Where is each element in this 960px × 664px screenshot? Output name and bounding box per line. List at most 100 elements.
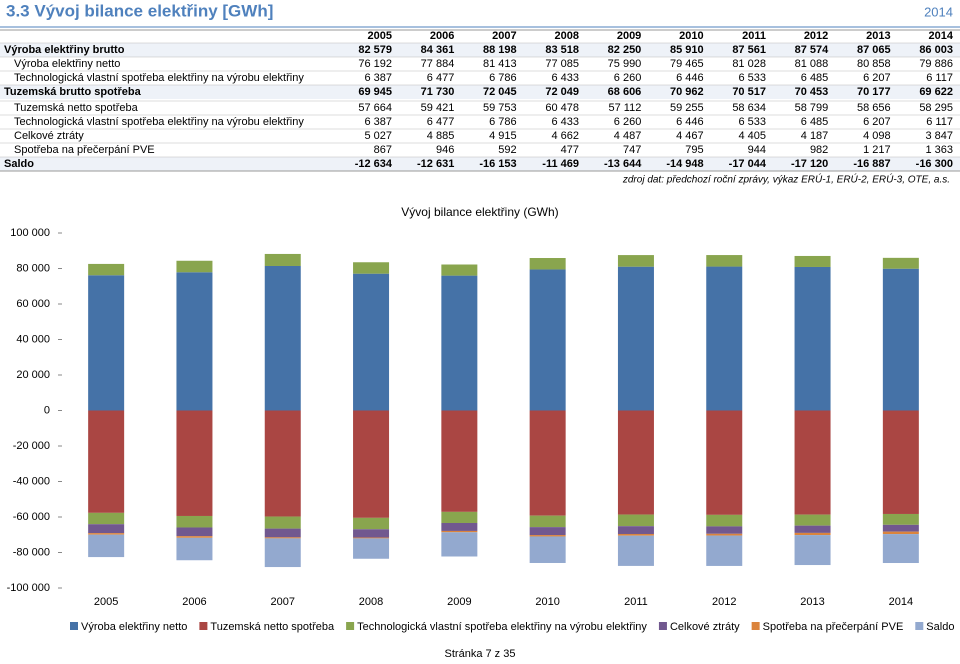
bar-segment bbox=[353, 537, 390, 539]
bar-segment bbox=[882, 531, 919, 535]
table-header-cell: 2006 bbox=[430, 30, 454, 42]
table-cell: 80 858 bbox=[857, 58, 891, 70]
bar-segment bbox=[882, 257, 919, 269]
y-tick-label: -100 000 bbox=[7, 582, 50, 594]
table-cell: 79 465 bbox=[670, 58, 704, 70]
bar-segment bbox=[529, 536, 566, 563]
table-cell: 5 027 bbox=[364, 130, 392, 142]
row-label: Technologická vlastní spotřeba elektřiny… bbox=[14, 72, 304, 84]
table-cell: 747 bbox=[623, 144, 641, 156]
bar-segment bbox=[706, 533, 743, 536]
table-cell: 6 433 bbox=[551, 116, 579, 128]
legend-label: Spotřeba na přečerpání PVE bbox=[763, 621, 904, 633]
x-tick-label: 2009 bbox=[447, 596, 471, 608]
bar-segment bbox=[264, 253, 301, 266]
bar-segment bbox=[617, 533, 654, 536]
legend-swatch bbox=[915, 622, 924, 630]
table-cell: 6 477 bbox=[427, 116, 455, 128]
bar-segment bbox=[617, 266, 654, 411]
table-cell: 6 446 bbox=[676, 116, 704, 128]
table-header-cell: 2014 bbox=[928, 30, 953, 42]
table-header-cell: 2008 bbox=[555, 30, 579, 42]
table-cell: 6 117 bbox=[926, 116, 953, 128]
bar-segment bbox=[529, 258, 566, 270]
table-cell: -17 044 bbox=[729, 158, 767, 170]
bar-segment bbox=[353, 410, 390, 518]
table-cell: 70 517 bbox=[732, 86, 766, 98]
legend-label: Celkové ztráty bbox=[670, 621, 740, 633]
table-cell: 57 112 bbox=[608, 102, 641, 114]
x-tick-label: 2010 bbox=[535, 596, 559, 608]
bar-segment bbox=[353, 262, 390, 274]
x-tick-label: 2011 bbox=[624, 596, 648, 608]
legend-swatch bbox=[751, 622, 760, 630]
section-year: 2014 bbox=[924, 4, 953, 19]
row-label: Tuzemská brutto spotřeba bbox=[4, 86, 142, 98]
table-cell: 77 085 bbox=[545, 58, 579, 70]
table-cell: 72 049 bbox=[545, 86, 579, 98]
bar-segment bbox=[706, 535, 743, 566]
bar-segment bbox=[794, 535, 831, 566]
bar-segment bbox=[176, 410, 213, 516]
table-cell: 4 915 bbox=[489, 130, 517, 142]
bar-segment bbox=[176, 515, 213, 528]
bar-segment bbox=[176, 536, 213, 538]
table-cell: -16 300 bbox=[916, 158, 953, 170]
bar-segment bbox=[794, 525, 831, 533]
table-cell: 6 260 bbox=[614, 116, 642, 128]
x-tick-label: 2006 bbox=[182, 596, 206, 608]
table-cell: 4 467 bbox=[676, 130, 704, 142]
legend-label: Výroba elektřiny netto bbox=[81, 621, 187, 633]
bar-segment bbox=[176, 272, 213, 411]
bar-segment bbox=[264, 265, 301, 411]
y-tick-label: 100 000 bbox=[10, 227, 50, 239]
row-label: Spotřeba na přečerpání PVE bbox=[14, 144, 155, 156]
bar-segment bbox=[441, 511, 478, 523]
table-cell: 81 088 bbox=[795, 58, 829, 70]
table-cell: 592 bbox=[498, 144, 516, 156]
legend-label: Saldo bbox=[926, 621, 954, 633]
legend-label: Technologická vlastní spotřeba elektřiny… bbox=[357, 621, 647, 633]
table-cell: 3 847 bbox=[925, 130, 953, 142]
table-cell: 60 478 bbox=[545, 102, 579, 114]
bar-segment bbox=[617, 526, 654, 534]
table-cell: 81 413 bbox=[483, 58, 517, 70]
bar-segment bbox=[88, 524, 125, 534]
table-header-cell: 2009 bbox=[617, 30, 641, 42]
bar-segment bbox=[264, 410, 301, 517]
bar-segment bbox=[441, 530, 478, 533]
bar-segment bbox=[794, 514, 831, 526]
table-cell: -12 631 bbox=[417, 158, 454, 170]
table-cell: 6 433 bbox=[551, 72, 579, 84]
table-cell: -13 644 bbox=[604, 158, 642, 170]
legend-swatch bbox=[199, 622, 208, 630]
bar-segment bbox=[441, 275, 478, 411]
bar-segment bbox=[88, 534, 125, 558]
table-cell: 58 295 bbox=[919, 102, 953, 114]
bar-segment bbox=[529, 535, 566, 537]
table-cell: 6 387 bbox=[364, 116, 392, 128]
bar-segment bbox=[88, 263, 125, 276]
table-cell: 79 886 bbox=[919, 58, 953, 70]
table-cell: 58 634 bbox=[732, 102, 766, 114]
table-cell: 59 753 bbox=[483, 102, 517, 114]
table-cell: -16 887 bbox=[853, 158, 890, 170]
table-cell: 4 405 bbox=[738, 130, 766, 142]
table-cell: -17 120 bbox=[791, 158, 828, 170]
row-label: Tuzemská netto spotřeba bbox=[14, 102, 139, 114]
table-cell: 1 363 bbox=[925, 144, 953, 156]
legend-swatch bbox=[658, 622, 667, 630]
bar-segment bbox=[794, 532, 831, 536]
table-cell: 6 207 bbox=[863, 72, 891, 84]
section-title: 3.3 Vývoj bilance elektřiny [GWh] bbox=[6, 1, 273, 20]
table-cell: 70 453 bbox=[795, 86, 829, 98]
table-cell: 6 477 bbox=[427, 72, 455, 84]
x-tick-label: 2005 bbox=[94, 596, 118, 608]
table-cell: 6 533 bbox=[738, 72, 766, 84]
row-highlight bbox=[0, 85, 960, 99]
table-cell: 6 533 bbox=[738, 116, 766, 128]
bar-segment bbox=[353, 273, 390, 411]
bar-segment bbox=[617, 255, 654, 267]
chart-title: Vývoj bilance elektřiny (GWh) bbox=[401, 205, 558, 219]
